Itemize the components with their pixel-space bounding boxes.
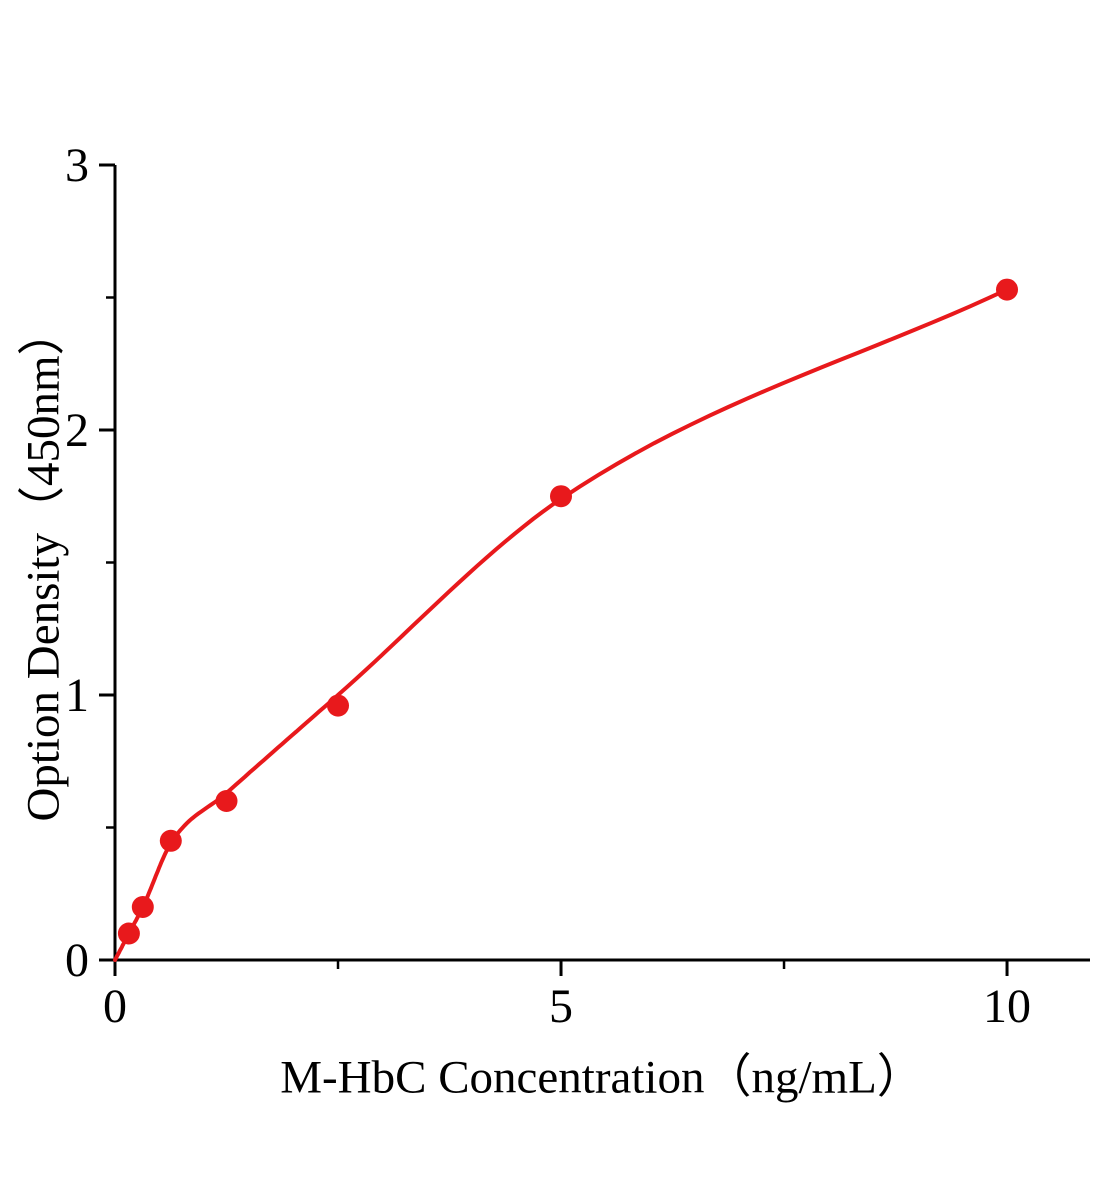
data-point — [131, 896, 154, 918]
y-axis-label: Option Density（450nm） — [17, 308, 70, 822]
data-point — [215, 790, 238, 812]
data-point — [117, 922, 140, 945]
y-tick-label: 0 — [65, 934, 89, 987]
y-tick-label: 2 — [65, 404, 89, 457]
x-tick-label: 0 — [103, 980, 127, 1033]
y-tick-label: 3 — [65, 139, 89, 192]
x-tick-label: 10 — [983, 980, 1031, 1033]
x-tick-label: 5 — [549, 980, 573, 1033]
data-point — [327, 694, 349, 717]
y-tick-label: 1 — [65, 669, 89, 722]
data-point — [996, 278, 1018, 301]
x-axis-label: M-HbC Concentration（ng/mL） — [280, 1051, 924, 1104]
data-points — [117, 278, 1018, 945]
fit-curve — [113, 287, 1009, 962]
data-point — [550, 485, 572, 508]
data-point — [159, 829, 182, 852]
